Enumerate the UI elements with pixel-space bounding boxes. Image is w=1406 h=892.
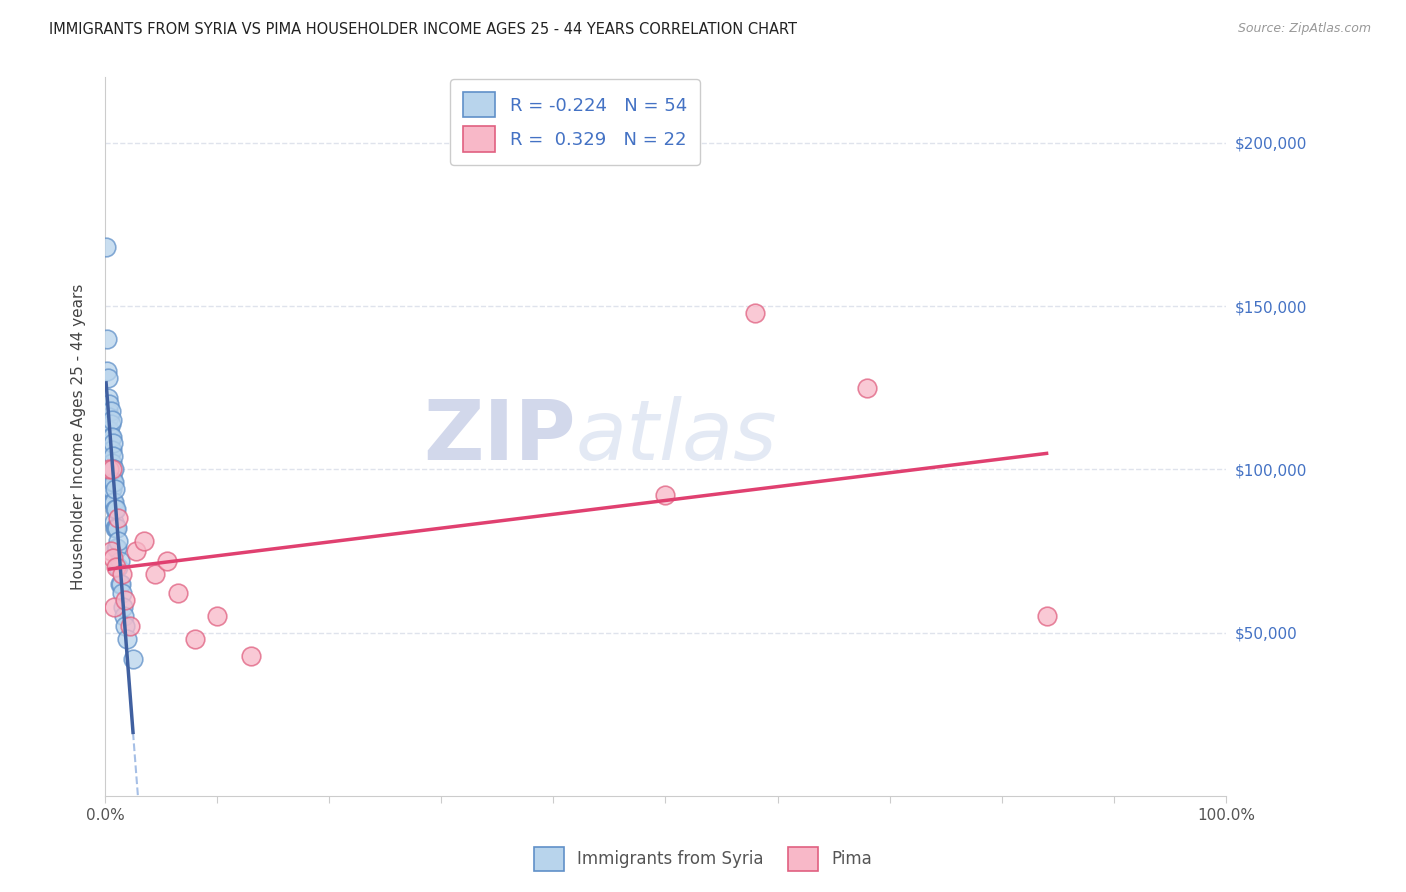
Point — [100, 442, 122, 457]
Point — [100, 462, 122, 476]
Point — [98, 410, 121, 425]
Point — [104, 521, 127, 535]
Point — [114, 593, 136, 607]
Point — [101, 462, 124, 476]
Point — [105, 560, 128, 574]
Point — [101, 436, 124, 450]
Point — [105, 521, 128, 535]
Point — [101, 475, 124, 490]
Point — [101, 495, 124, 509]
Point — [111, 586, 134, 600]
Point — [107, 560, 129, 574]
Point — [100, 469, 122, 483]
Point — [97, 446, 120, 460]
Point — [125, 544, 148, 558]
Point — [100, 469, 122, 483]
Point — [96, 332, 118, 346]
Point — [100, 482, 122, 496]
Point — [103, 495, 125, 509]
Point — [100, 456, 122, 470]
Point — [103, 515, 125, 529]
Point — [105, 521, 128, 535]
Point — [108, 576, 131, 591]
Point — [96, 364, 118, 378]
Point — [97, 371, 120, 385]
Point — [1035, 609, 1057, 624]
Point — [114, 619, 136, 633]
Point — [111, 566, 134, 581]
Text: ZIP: ZIP — [423, 396, 576, 477]
Point — [108, 554, 131, 568]
Text: atlas: atlas — [576, 396, 778, 477]
Point — [156, 554, 179, 568]
Legend: R = -0.224   N = 54, R =  0.329   N = 22: R = -0.224 N = 54, R = 0.329 N = 22 — [450, 79, 700, 165]
Point — [100, 403, 122, 417]
Point — [98, 462, 121, 476]
Point — [101, 450, 124, 464]
Point — [205, 609, 228, 624]
Point — [100, 456, 122, 470]
Point — [183, 632, 205, 647]
Point — [103, 599, 125, 614]
Point — [145, 566, 167, 581]
Text: Source: ZipAtlas.com: Source: ZipAtlas.com — [1237, 22, 1371, 36]
Point — [122, 652, 145, 666]
Point — [100, 413, 122, 427]
Point — [100, 417, 122, 431]
Point — [105, 541, 128, 555]
Point — [100, 482, 122, 496]
Point — [101, 550, 124, 565]
Point — [100, 442, 122, 457]
Point — [96, 436, 118, 450]
Point — [94, 240, 117, 254]
Point — [105, 501, 128, 516]
Point — [103, 475, 125, 490]
Point — [97, 391, 120, 405]
Text: IMMIGRANTS FROM SYRIA VS PIMA HOUSEHOLDER INCOME AGES 25 - 44 YEARS CORRELATION : IMMIGRANTS FROM SYRIA VS PIMA HOUSEHOLDE… — [49, 22, 797, 37]
Point — [97, 403, 120, 417]
Point — [103, 462, 125, 476]
Point — [100, 430, 122, 444]
Point — [98, 423, 121, 437]
Point — [118, 619, 141, 633]
Point — [98, 450, 121, 464]
Point — [134, 534, 156, 549]
Point — [98, 436, 121, 450]
Point — [104, 501, 127, 516]
Point — [104, 482, 127, 496]
Point — [239, 648, 262, 663]
Point — [856, 381, 879, 395]
Point — [744, 305, 766, 319]
Point — [105, 541, 128, 555]
Point — [100, 430, 122, 444]
Point — [166, 586, 188, 600]
Point — [117, 632, 139, 647]
Point — [107, 511, 129, 525]
Point — [112, 609, 135, 624]
Point — [100, 544, 122, 558]
Point — [654, 488, 676, 502]
Point — [111, 599, 134, 614]
Point — [110, 576, 132, 591]
Point — [107, 534, 129, 549]
Legend: Immigrants from Syria, Pima: Immigrants from Syria, Pima — [526, 839, 880, 880]
Point — [98, 397, 121, 411]
Y-axis label: Householder Income Ages 25 - 44 years: Householder Income Ages 25 - 44 years — [72, 284, 86, 590]
